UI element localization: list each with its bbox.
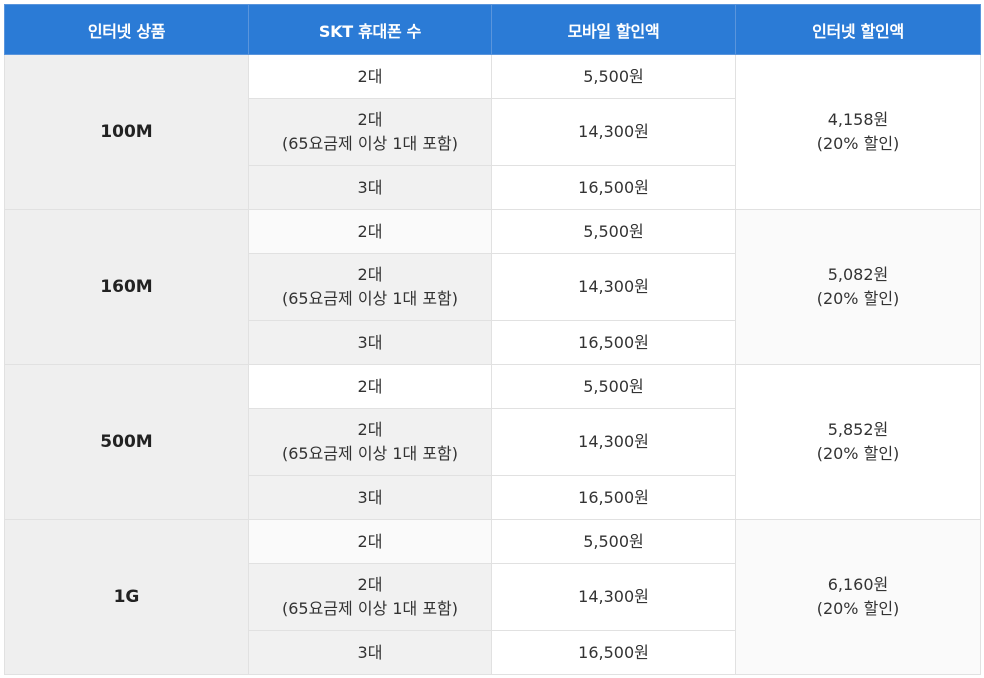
mobile-discount: 16,500원: [491, 630, 736, 675]
header-row: 인터넷 상품 SKT 휴대폰 수 모바일 할인액 인터넷 할인액: [4, 4, 981, 55]
mobile-discount: 5,500원: [491, 54, 736, 99]
mobile-discount: 16,500원: [491, 165, 736, 210]
phone-count-cell: 2대 (65요금제 이상 1대 포함): [248, 563, 492, 631]
header-internet-discount: 인터넷 할인액: [735, 4, 981, 55]
phone-count: 2대: [357, 110, 383, 129]
header-mobile-discount: 모바일 할인액: [491, 4, 736, 55]
mobile-discount: 5,500원: [491, 519, 736, 564]
phone-count: 2대: [357, 575, 383, 594]
internet-discount-cell: 5,082원 (20% 할인): [735, 209, 981, 365]
mobile-discount: 5,500원: [491, 209, 736, 254]
phone-count-cell: 2대 (65요금제 이상 1대 포함): [248, 408, 492, 476]
internet-discount-cell: 5,852원 (20% 할인): [735, 364, 981, 520]
discount-table: 인터넷 상품 SKT 휴대폰 수 모바일 할인액 인터넷 할인액 100M 2대…: [4, 4, 981, 675]
mobile-discount: 16,500원: [491, 475, 736, 520]
phone-count-note: (65요금제 이상 1대 포함): [281, 599, 459, 618]
header-skt-phone-count: SKT 휴대폰 수: [248, 4, 492, 55]
table-row: 2대 (65요금제 이상 1대 포함) 14,300원: [5, 253, 981, 321]
table-row: 2대 (65요금제 이상 1대 포함) 14,300원: [5, 98, 981, 166]
table-row: 2대 (65요금제 이상 1대 포함) 14,300원: [5, 408, 981, 476]
phone-count-note: (65요금제 이상 1대 포함): [281, 444, 459, 463]
phone-count: 3대: [248, 630, 492, 675]
table-row: 100M 2대 5,500원 4,158원 (20% 할인): [4, 54, 981, 210]
discount-table-container: 인터넷 상품 SKT 휴대폰 수 모바일 할인액 인터넷 할인액 100M 2대…: [4, 4, 981, 675]
product-name: 100M: [4, 54, 249, 210]
mobile-discount: 14,300원: [491, 408, 736, 476]
phone-count-cell: 2대 (65요금제 이상 1대 포함): [248, 253, 492, 321]
internet-discount-cell: 6,160원 (20% 할인): [735, 519, 981, 675]
phone-count: 2대: [357, 420, 383, 439]
phone-count-note: (65요금제 이상 1대 포함): [281, 134, 459, 153]
phone-count-note: (65요금제 이상 1대 포함): [281, 289, 459, 308]
product-group-160m: 160M 2대 5,500원 5,082원 (20% 할인) 2대 (65요금제…: [4, 209, 981, 365]
header-internet-product: 인터넷 상품: [4, 4, 249, 55]
mobile-discount: 5,500원: [491, 364, 736, 409]
phone-count: 3대: [248, 320, 492, 365]
table-row: 3대 16,500원: [5, 475, 981, 520]
phone-count: 3대: [248, 475, 492, 520]
product-name: 1G: [4, 519, 249, 675]
internet-discount-amount: 5,852원: [827, 420, 889, 439]
phone-count: 2대: [357, 265, 383, 284]
mobile-discount: 16,500원: [491, 320, 736, 365]
internet-discount-amount: 4,158원: [827, 110, 889, 129]
product-name: 160M: [4, 209, 249, 365]
product-group-500m: 500M 2대 5,500원 5,852원 (20% 할인) 2대 (65요금제…: [4, 364, 981, 520]
table-header: 인터넷 상품 SKT 휴대폰 수 모바일 할인액 인터넷 할인액: [4, 4, 981, 55]
table-row: 3대 16,500원: [5, 165, 981, 210]
mobile-discount: 14,300원: [491, 563, 736, 631]
table-row: 500M 2대 5,500원 5,852원 (20% 할인): [4, 364, 981, 520]
mobile-discount: 14,300원: [491, 253, 736, 321]
phone-count: 2대: [248, 519, 492, 564]
phone-count: 2대: [248, 364, 492, 409]
internet-discount-rate: (20% 할인): [816, 289, 900, 308]
table-row: 1G 2대 5,500원 6,160원 (20% 할인): [4, 519, 981, 675]
product-group-100m: 100M 2대 5,500원 4,158원 (20% 할인) 2대 (65요금제…: [4, 54, 981, 210]
internet-discount-rate: (20% 할인): [816, 599, 900, 618]
phone-count: 2대: [248, 54, 492, 99]
table-row: 160M 2대 5,500원 5,082원 (20% 할인): [4, 209, 981, 365]
phone-count: 2대: [248, 209, 492, 254]
product-group-1g: 1G 2대 5,500원 6,160원 (20% 할인) 2대 (65요금제 이…: [4, 519, 981, 675]
phone-count-cell: 2대 (65요금제 이상 1대 포함): [248, 98, 492, 166]
internet-discount-amount: 6,160원: [827, 575, 889, 594]
product-name: 500M: [4, 364, 249, 520]
phone-count: 3대: [248, 165, 492, 210]
internet-discount-rate: (20% 할인): [816, 444, 900, 463]
internet-discount-amount: 5,082원: [827, 265, 889, 284]
table-row: 2대 (65요금제 이상 1대 포함) 14,300원: [5, 563, 981, 631]
internet-discount-cell: 4,158원 (20% 할인): [735, 54, 981, 210]
mobile-discount: 14,300원: [491, 98, 736, 166]
table-row: 3대 16,500원: [5, 630, 981, 675]
internet-discount-rate: (20% 할인): [816, 134, 900, 153]
